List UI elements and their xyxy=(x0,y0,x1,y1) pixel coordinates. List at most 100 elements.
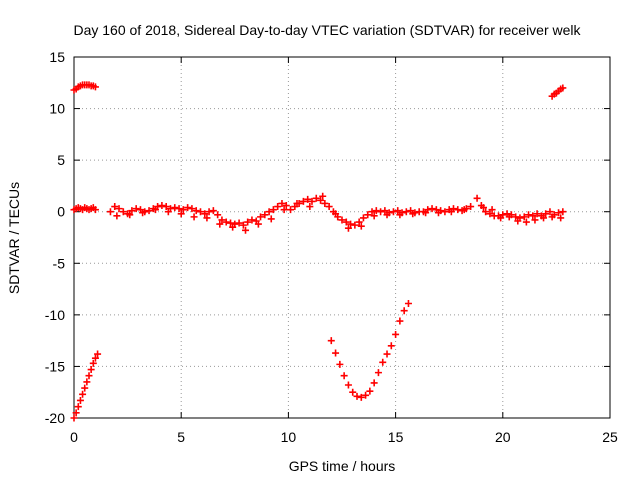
data-point xyxy=(91,354,99,362)
data-point xyxy=(203,214,211,222)
data-point xyxy=(265,208,273,216)
data-point xyxy=(531,216,539,224)
data-point xyxy=(482,208,490,216)
data-point xyxy=(85,372,93,380)
data-point xyxy=(145,207,153,215)
data-point xyxy=(396,211,404,219)
data-point xyxy=(351,221,359,229)
y-tick-label: -15 xyxy=(45,358,65,374)
data-point xyxy=(248,216,256,224)
data-point xyxy=(447,208,455,216)
data-point xyxy=(308,197,316,205)
data-point xyxy=(467,203,475,211)
data-point xyxy=(340,372,348,380)
data-point xyxy=(196,208,204,216)
y-axis-label: SDTVAR / TECUs xyxy=(6,182,22,294)
data-point xyxy=(355,218,363,226)
data-point xyxy=(218,216,226,224)
data-point xyxy=(175,205,183,213)
y-tick-label: -20 xyxy=(45,410,65,426)
data-point xyxy=(235,219,243,227)
data-point xyxy=(505,213,513,221)
data-point xyxy=(280,206,288,214)
data-point xyxy=(396,317,404,325)
data-point xyxy=(404,300,412,308)
data-point xyxy=(83,378,91,386)
data-point xyxy=(514,217,522,225)
data-point xyxy=(87,366,95,374)
y-tick-label: -5 xyxy=(53,255,66,271)
data-point xyxy=(274,203,282,211)
data-point xyxy=(383,350,391,358)
data-point xyxy=(387,342,395,350)
data-point xyxy=(368,208,376,216)
data-point xyxy=(222,218,230,226)
data-point xyxy=(353,392,361,400)
series-main-band-spread xyxy=(113,192,468,234)
data-point xyxy=(394,207,402,215)
series-late-upper xyxy=(548,84,567,100)
data-point xyxy=(559,208,567,216)
data-point xyxy=(91,83,99,91)
data-point xyxy=(520,213,528,221)
data-point xyxy=(400,307,408,315)
data-point xyxy=(299,197,307,205)
data-point xyxy=(342,218,350,226)
data-point xyxy=(190,213,198,221)
data-point xyxy=(239,221,247,229)
data-point xyxy=(488,206,496,214)
data-point xyxy=(94,350,102,358)
data-point xyxy=(362,391,370,399)
data-point xyxy=(548,213,556,221)
x-tick-label: 25 xyxy=(602,429,618,445)
data-point xyxy=(184,204,192,212)
data-point xyxy=(261,211,269,219)
data-point xyxy=(91,206,99,214)
data-point xyxy=(317,196,325,204)
data-point xyxy=(454,206,462,214)
data-point xyxy=(364,211,372,219)
ticks xyxy=(73,56,611,419)
data-point xyxy=(319,192,327,200)
data-point xyxy=(312,194,320,202)
data-point xyxy=(278,199,286,207)
data-point xyxy=(76,396,84,404)
grid xyxy=(74,57,610,418)
data-point xyxy=(293,199,301,207)
data-point xyxy=(179,206,187,214)
data-point xyxy=(389,208,397,216)
data-point xyxy=(347,220,355,228)
series-late-band-spread xyxy=(480,204,565,226)
x-tick-label: 0 xyxy=(70,429,78,445)
data-point xyxy=(441,208,449,216)
data-point xyxy=(242,226,250,234)
tick-labels: 0 5 10 15 20 25 -20 -15 -10 -5 0 5 10 15 xyxy=(45,49,618,445)
series-arc-a-upper xyxy=(70,81,99,94)
y-tick-label: 0 xyxy=(57,204,65,220)
y-tick-label: 5 xyxy=(57,152,65,168)
data-point xyxy=(79,390,87,398)
data-point xyxy=(269,206,277,214)
data-point xyxy=(332,210,340,218)
data-point xyxy=(132,205,140,213)
data-point xyxy=(115,205,123,213)
data-point xyxy=(374,369,382,377)
data-point xyxy=(151,206,159,214)
data-point xyxy=(512,213,520,221)
plot-frame xyxy=(73,56,611,419)
data-point xyxy=(201,210,209,218)
data-point xyxy=(377,208,385,216)
y-tick-label: 10 xyxy=(49,101,65,117)
data-point xyxy=(392,330,400,338)
data-point xyxy=(357,393,365,401)
data-point xyxy=(383,211,391,219)
data-point xyxy=(559,84,567,92)
data-point xyxy=(325,203,333,211)
data-point xyxy=(497,214,505,222)
data-point xyxy=(327,337,335,345)
data-point xyxy=(177,210,185,218)
x-axis-label: GPS time / hours xyxy=(289,458,396,474)
data-points xyxy=(70,81,567,422)
data-point xyxy=(257,213,265,221)
